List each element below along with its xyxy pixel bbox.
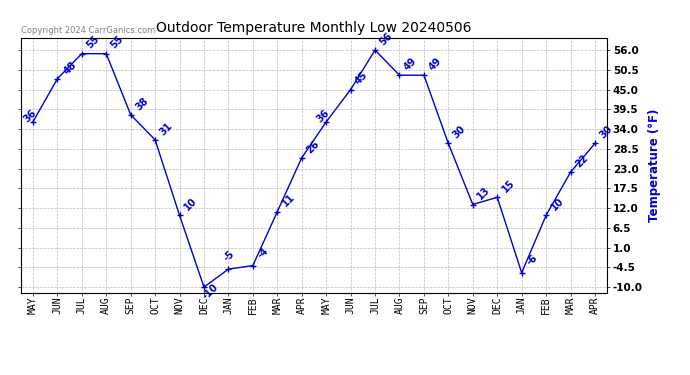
Y-axis label: Temperature (°F): Temperature (°F) <box>649 108 661 222</box>
Text: 22: 22 <box>573 153 590 170</box>
Text: -4: -4 <box>255 245 270 260</box>
Text: 15: 15 <box>500 178 517 195</box>
Text: 10: 10 <box>182 196 199 213</box>
Text: 30: 30 <box>598 124 614 141</box>
Text: 48: 48 <box>61 59 78 76</box>
Text: 36: 36 <box>315 108 332 124</box>
Text: 31: 31 <box>158 120 175 137</box>
Text: 11: 11 <box>280 192 297 209</box>
Text: 49: 49 <box>402 56 419 72</box>
Text: 26: 26 <box>304 138 321 155</box>
Text: 36: 36 <box>22 108 39 124</box>
Text: Copyright 2024 CarrGanics.com: Copyright 2024 CarrGanics.com <box>21 26 155 35</box>
Text: 55: 55 <box>85 34 101 51</box>
Text: -10: -10 <box>201 282 221 301</box>
Title: Outdoor Temperature Monthly Low 20240506: Outdoor Temperature Monthly Low 20240506 <box>156 21 472 35</box>
Text: 10: 10 <box>549 196 566 213</box>
Text: 38: 38 <box>133 95 150 112</box>
Text: 56: 56 <box>378 31 395 47</box>
Text: 49: 49 <box>426 56 443 72</box>
Text: -5: -5 <box>221 249 236 264</box>
Text: 55: 55 <box>109 34 126 51</box>
Text: 13: 13 <box>475 185 492 202</box>
Text: 45: 45 <box>353 70 370 87</box>
Text: -6: -6 <box>524 252 539 267</box>
Text: 30: 30 <box>451 124 468 141</box>
